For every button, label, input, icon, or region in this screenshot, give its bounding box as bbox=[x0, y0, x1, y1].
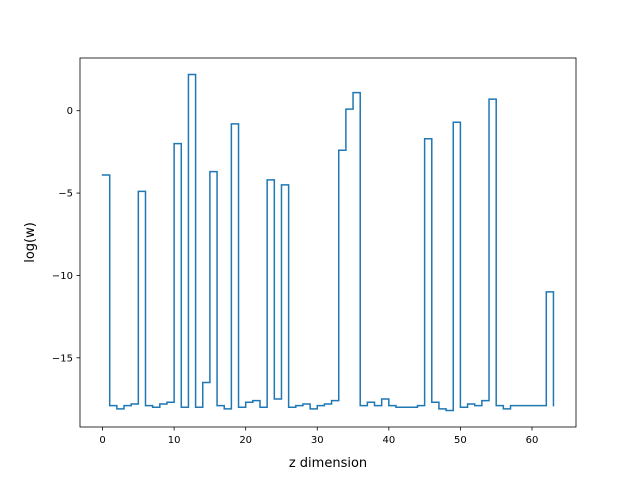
x-axis-label: z dimension bbox=[289, 456, 367, 471]
x-tick-label: 30 bbox=[311, 435, 324, 446]
plot-frame bbox=[79, 57, 577, 428]
plot-background bbox=[80, 58, 576, 427]
y-axis-label: log(w) bbox=[23, 222, 38, 263]
x-tick-label: 0 bbox=[99, 435, 105, 446]
y-tick-label: −5 bbox=[58, 189, 73, 200]
y-tick-label: −15 bbox=[52, 353, 73, 364]
x-axis-ticks: 0 10 20 30 40 50 60 bbox=[99, 427, 538, 446]
x-tick-label: 20 bbox=[239, 435, 252, 446]
y-tick-label: 0 bbox=[67, 106, 73, 117]
y-axis-ticks: 0 −5 −10 −15 bbox=[52, 106, 80, 364]
x-tick-label: 10 bbox=[168, 435, 181, 446]
x-tick-label: 60 bbox=[526, 435, 539, 446]
y-tick-label: −10 bbox=[52, 271, 73, 282]
x-tick-label: 50 bbox=[454, 435, 467, 446]
x-tick-label: 40 bbox=[382, 435, 395, 446]
series-step-line bbox=[101, 73, 555, 412]
